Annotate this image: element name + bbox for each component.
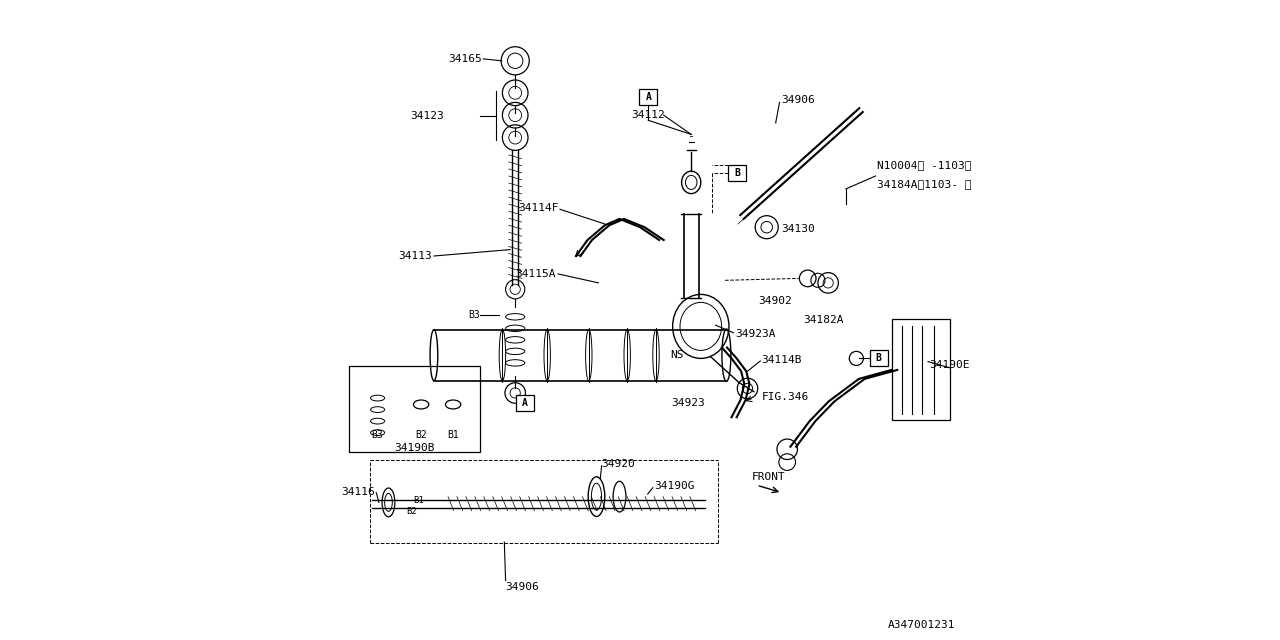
Text: B3: B3 xyxy=(371,430,384,440)
Text: 34184A（1103- ）: 34184A（1103- ） xyxy=(877,179,972,189)
Text: 34123: 34123 xyxy=(410,111,444,122)
Text: 34114B: 34114B xyxy=(762,355,803,365)
Bar xyxy=(891,319,950,420)
Text: 34906: 34906 xyxy=(506,582,539,592)
Text: 34923: 34923 xyxy=(671,398,704,408)
Text: B1: B1 xyxy=(413,496,424,505)
Text: 34190E: 34190E xyxy=(929,360,970,370)
Bar xyxy=(640,90,658,106)
Text: B3: B3 xyxy=(468,310,480,320)
Text: B2: B2 xyxy=(406,508,416,516)
Text: 34182A: 34182A xyxy=(804,315,844,325)
Text: B: B xyxy=(735,168,740,178)
Text: 34113: 34113 xyxy=(398,251,433,261)
Text: A347001231: A347001231 xyxy=(887,620,955,630)
Text: B2: B2 xyxy=(415,430,428,440)
Text: A: A xyxy=(522,398,527,408)
Text: 34190G: 34190G xyxy=(654,481,695,492)
Text: 34165: 34165 xyxy=(448,54,483,64)
Text: 34902: 34902 xyxy=(759,296,792,306)
Text: N10004（ -1103）: N10004（ -1103） xyxy=(877,160,972,170)
Text: A: A xyxy=(645,92,652,102)
Text: B1: B1 xyxy=(447,430,460,440)
Text: 34130: 34130 xyxy=(781,224,814,234)
Text: 34116: 34116 xyxy=(342,486,375,497)
Text: 34115A: 34115A xyxy=(515,269,556,279)
Text: 34920: 34920 xyxy=(602,459,635,469)
Text: 34923A: 34923A xyxy=(735,329,776,339)
Bar xyxy=(728,165,746,181)
Bar xyxy=(516,396,534,412)
Text: 34112: 34112 xyxy=(632,110,666,120)
Text: 34114F: 34114F xyxy=(518,203,559,213)
Text: NS: NS xyxy=(671,350,685,360)
Text: 34190B: 34190B xyxy=(394,443,435,453)
Text: FRONT: FRONT xyxy=(751,472,785,482)
Bar xyxy=(870,351,888,366)
Text: 34906: 34906 xyxy=(781,95,814,106)
Text: FIG.346: FIG.346 xyxy=(762,392,809,402)
Bar xyxy=(348,366,480,452)
Text: B: B xyxy=(876,353,882,364)
